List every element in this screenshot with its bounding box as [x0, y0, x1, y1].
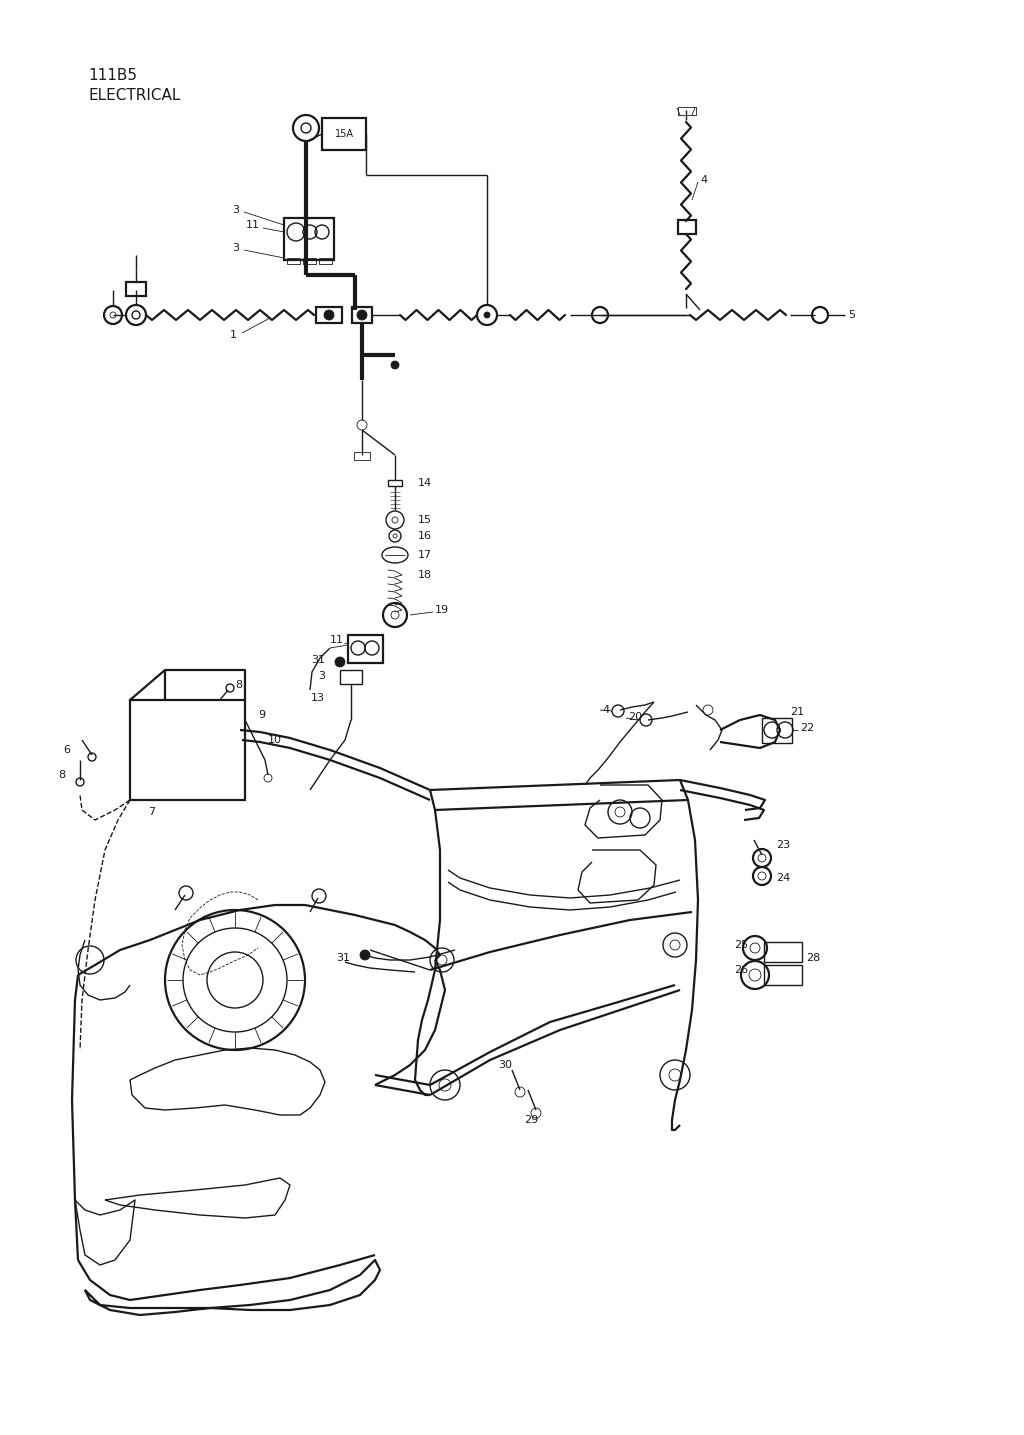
Text: 29: 29: [524, 1115, 539, 1125]
Text: 8: 8: [234, 680, 242, 690]
Text: 30: 30: [498, 1060, 512, 1071]
Text: 24: 24: [776, 872, 791, 883]
Bar: [764, 964, 802, 984]
Text: 31: 31: [311, 654, 325, 664]
Text: 19: 19: [435, 606, 450, 616]
Text: ELECTRICAL: ELECTRICAL: [88, 88, 180, 102]
Bar: [388, 479, 402, 486]
Bar: [764, 941, 802, 961]
Circle shape: [484, 311, 490, 319]
Text: 4: 4: [700, 175, 708, 185]
Bar: [303, 258, 316, 264]
Circle shape: [391, 362, 399, 369]
Bar: [287, 258, 300, 264]
Text: 4: 4: [602, 705, 609, 715]
Circle shape: [335, 657, 345, 667]
Bar: [348, 636, 383, 663]
Text: 13: 13: [311, 693, 325, 703]
Bar: [316, 307, 342, 323]
Text: 5: 5: [848, 310, 855, 320]
Text: 16: 16: [418, 531, 432, 541]
Text: 7: 7: [148, 806, 155, 817]
Text: 20: 20: [628, 712, 642, 722]
Circle shape: [132, 311, 140, 319]
Text: 1: 1: [230, 330, 237, 340]
Text: 3: 3: [318, 672, 325, 682]
Text: 3: 3: [232, 243, 239, 253]
Text: 6: 6: [63, 745, 70, 755]
Text: 10: 10: [268, 735, 282, 745]
Circle shape: [357, 310, 367, 320]
Text: 11: 11: [246, 220, 260, 230]
Circle shape: [301, 123, 311, 133]
Text: 3: 3: [232, 205, 239, 215]
Bar: [130, 700, 245, 799]
Bar: [284, 218, 334, 260]
Text: 8: 8: [58, 771, 65, 781]
Bar: [762, 718, 792, 743]
Text: 25: 25: [734, 940, 748, 950]
Text: 22: 22: [800, 723, 814, 733]
Bar: [322, 118, 366, 151]
Text: 23: 23: [776, 839, 791, 850]
Bar: [354, 452, 370, 461]
Bar: [126, 283, 146, 296]
Text: 17: 17: [418, 550, 432, 560]
Circle shape: [324, 310, 334, 320]
Text: 28: 28: [806, 953, 820, 963]
Circle shape: [360, 950, 370, 960]
Text: 18: 18: [418, 570, 432, 580]
Text: 111B5: 111B5: [88, 67, 137, 82]
Bar: [319, 258, 332, 264]
Text: 15A: 15A: [335, 129, 353, 139]
Bar: [678, 220, 696, 234]
Text: 31: 31: [336, 953, 350, 963]
Text: 9: 9: [258, 710, 265, 720]
Text: 21: 21: [790, 707, 804, 718]
Bar: [352, 307, 372, 323]
Text: 15: 15: [418, 515, 432, 525]
Bar: [340, 670, 362, 684]
Bar: [678, 108, 696, 115]
Text: 26: 26: [734, 964, 748, 974]
Text: 14: 14: [418, 478, 432, 488]
Text: 11: 11: [330, 636, 344, 644]
